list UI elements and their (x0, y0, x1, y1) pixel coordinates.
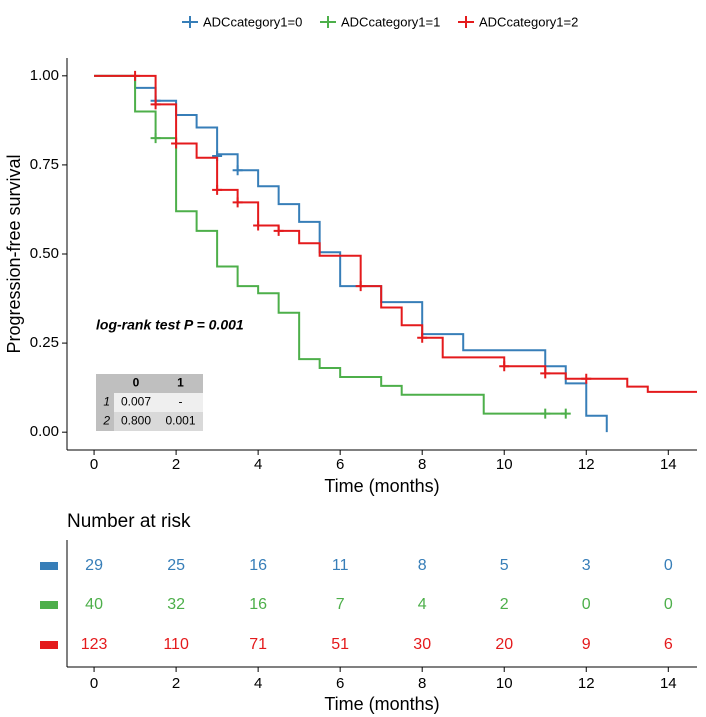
risk-count: 40 (85, 596, 103, 613)
y-tick-label: 0.50 (30, 245, 59, 262)
risk-row-key (40, 601, 58, 609)
ptable-col: 1 (177, 376, 184, 390)
risk-row-key (40, 641, 58, 649)
risk-count: 32 (167, 596, 185, 613)
x-tick-label: 12 (578, 456, 595, 473)
x-tick-label: 4 (254, 456, 262, 473)
legend-label: ADCcategory1=1 (341, 14, 440, 29)
risk-x-tick-label: 10 (496, 675, 513, 692)
ptable-col: 0 (133, 376, 140, 390)
risk-count: 51 (331, 636, 349, 653)
legend-label: ADCcategory1=2 (479, 14, 578, 29)
legend-key (182, 16, 198, 28)
risk-count: 9 (582, 636, 591, 653)
ptable-rowlabel-cell (96, 393, 114, 412)
risk-count: 2 (500, 596, 509, 613)
ptable-row (114, 393, 203, 412)
risk-x-tick-label: 8 (418, 675, 426, 692)
risk-count: 71 (249, 636, 267, 653)
ptable-cell: 0.001 (165, 414, 195, 428)
legend-label: ADCcategory1=0 (203, 14, 302, 29)
censor-mark (499, 361, 510, 372)
risk-x-tick-label: 2 (172, 675, 180, 692)
risk-count: 0 (582, 596, 591, 613)
x-tick-label: 6 (336, 456, 344, 473)
risk-count: 25 (167, 557, 185, 574)
x-tick-label: 8 (418, 456, 426, 473)
risk-count: 16 (249, 557, 267, 574)
ptable-rowlabel-cell (96, 412, 114, 431)
censor-mark (417, 332, 428, 343)
risk-count: 29 (85, 557, 103, 574)
censor-mark (232, 165, 243, 176)
risk-x-axis-label: Time (months) (324, 694, 439, 714)
risk-count: 11 (332, 557, 349, 574)
risk-x-tick-label: 12 (578, 675, 595, 692)
censor-mark (212, 184, 223, 195)
ptable-header (96, 374, 203, 393)
censor-mark (355, 281, 366, 292)
risk-count: 110 (163, 636, 189, 653)
legend-key (458, 16, 474, 28)
risk-count: 30 (413, 636, 431, 653)
survival-curve (94, 74, 697, 393)
ptable-rowlabel: 1 (103, 395, 110, 409)
censor-mark (232, 197, 243, 208)
risk-count: 7 (336, 596, 345, 613)
censor-mark (253, 220, 264, 231)
y-tick-label: 1.00 (30, 67, 59, 84)
risk-x-tick-label: 4 (254, 675, 262, 692)
ptable-cell: 0.800 (121, 414, 151, 428)
x-tick-label: 0 (90, 456, 98, 473)
censor-mark (171, 138, 182, 149)
risk-count: 8 (418, 557, 427, 574)
risk-count: 5 (500, 557, 509, 574)
risk-count: 16 (249, 596, 267, 613)
y-tick-label: 0.00 (30, 423, 59, 440)
risk-x-tick-label: 6 (336, 675, 344, 692)
risk-x-tick-label: 0 (90, 675, 98, 692)
censor-mark (560, 408, 571, 419)
censor-mark (540, 368, 551, 379)
censor-mark (130, 70, 141, 81)
censor-mark (150, 133, 161, 144)
ptable-rowlabel: 2 (102, 414, 110, 428)
x-tick-label: 10 (496, 456, 513, 473)
x-tick-label: 14 (660, 456, 677, 473)
censor-mark (540, 408, 551, 419)
annotation: log-rank test P = 0.001 (96, 317, 244, 333)
x-axis-label: Time (months) (324, 476, 439, 496)
risk-count: 4 (418, 596, 427, 613)
ptable-cell: - (179, 395, 183, 409)
y-tick-label: 0.75 (30, 156, 59, 173)
y-tick-label: 0.25 (30, 334, 59, 351)
censor-mark (581, 373, 592, 384)
risk-count: 123 (81, 636, 108, 653)
risk-row-key (40, 562, 58, 570)
survival-curve (94, 74, 566, 415)
risk-count: 3 (582, 557, 591, 574)
risk-x-tick-label: 14 (660, 675, 677, 692)
censor-mark (273, 225, 284, 236)
y-axis-label: Progression-free survival (4, 154, 24, 353)
ptable-row (114, 412, 203, 431)
risk-count: 6 (664, 636, 673, 653)
risk-title: Number at risk (67, 511, 191, 532)
risk-count: 20 (495, 636, 513, 653)
ptable-cell: 0.007 (121, 395, 151, 409)
risk-count: 0 (664, 557, 673, 574)
risk-count: 0 (664, 596, 673, 613)
x-tick-label: 2 (172, 456, 180, 473)
censor-mark (150, 99, 161, 110)
legend-key (320, 16, 336, 28)
